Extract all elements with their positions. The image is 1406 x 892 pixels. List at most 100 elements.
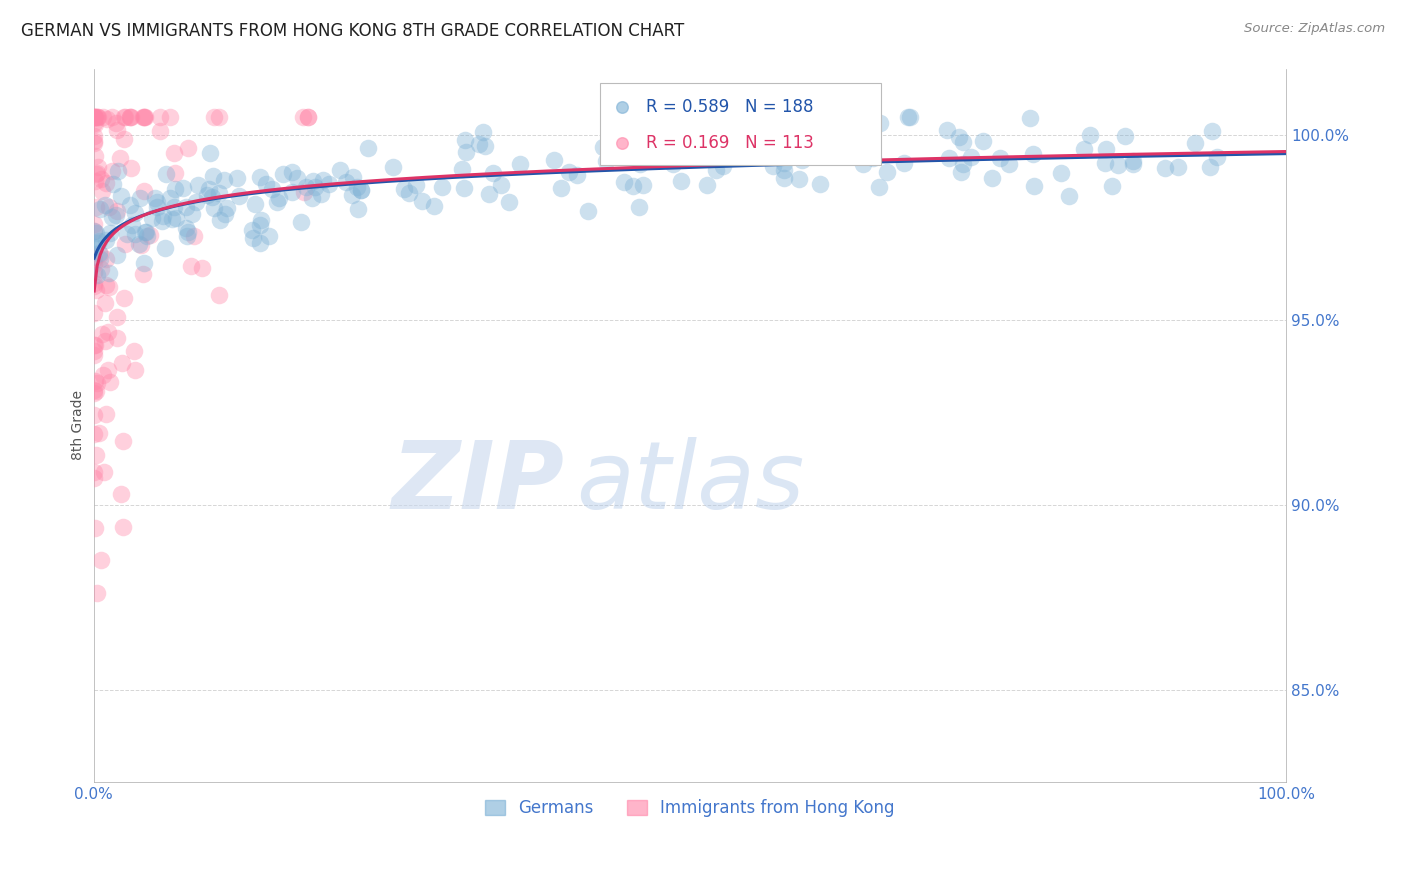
Point <box>988 151 1011 165</box>
Point <box>304 180 326 194</box>
Point <box>89 235 111 249</box>
Point <box>291 110 314 124</box>
Point <box>94 198 117 212</box>
Point <box>669 173 692 187</box>
Point <box>350 183 373 197</box>
Point <box>621 178 644 193</box>
Point <box>489 178 512 192</box>
Point <box>271 167 294 181</box>
Point <box>134 225 156 239</box>
Point <box>741 136 763 151</box>
Text: ZIP: ZIP <box>392 436 565 529</box>
Point <box>107 331 129 345</box>
Point <box>84 374 107 388</box>
Point <box>94 407 117 421</box>
Point <box>91 368 114 383</box>
Point <box>97 326 120 340</box>
Point <box>118 198 141 212</box>
Point <box>84 110 107 124</box>
Point <box>134 110 156 124</box>
Point <box>633 178 655 192</box>
Point <box>177 225 200 239</box>
Point <box>105 204 128 219</box>
Point <box>468 137 491 152</box>
Point <box>482 167 505 181</box>
Point <box>89 202 111 217</box>
Point <box>349 183 371 197</box>
Point <box>565 168 588 182</box>
Point <box>112 291 135 305</box>
Point <box>301 191 323 205</box>
Point <box>83 264 105 278</box>
Point <box>163 165 186 179</box>
Point <box>240 223 263 237</box>
Point <box>711 159 734 173</box>
Point <box>1107 158 1129 172</box>
Point <box>509 157 531 171</box>
Point <box>114 110 136 124</box>
Point <box>174 200 197 214</box>
Point <box>83 134 105 148</box>
Point <box>139 228 162 243</box>
Point <box>340 188 363 202</box>
Point <box>105 248 128 262</box>
Point <box>124 206 146 220</box>
Point <box>150 213 173 227</box>
Point <box>1114 128 1136 143</box>
Point <box>105 310 128 324</box>
Point <box>172 181 194 195</box>
Point <box>190 260 212 275</box>
Point <box>83 306 105 320</box>
Point <box>187 178 209 192</box>
Point <box>132 110 155 124</box>
Point <box>103 178 125 192</box>
Point <box>165 211 187 226</box>
Point <box>86 284 108 298</box>
Point <box>411 194 433 209</box>
Point <box>136 228 159 243</box>
Point <box>550 180 572 194</box>
Point <box>84 226 107 240</box>
Point <box>267 191 290 205</box>
Point <box>346 180 368 194</box>
Point <box>90 553 112 567</box>
Point <box>87 426 110 441</box>
Point <box>101 163 124 178</box>
Point <box>111 434 134 449</box>
Point <box>104 116 127 130</box>
Point <box>97 362 120 376</box>
Point <box>184 195 207 210</box>
Point <box>83 129 105 144</box>
Point <box>94 176 117 190</box>
Point <box>105 207 128 221</box>
Point <box>93 465 115 479</box>
Point <box>84 448 107 462</box>
Point <box>952 157 974 171</box>
Point <box>160 212 183 227</box>
Point <box>543 153 565 167</box>
Point <box>110 189 132 203</box>
Point <box>1019 111 1042 125</box>
Point <box>297 110 319 124</box>
Point <box>83 240 105 254</box>
Point <box>83 257 105 271</box>
Point <box>398 186 420 200</box>
Point <box>392 182 415 196</box>
Point <box>83 471 105 485</box>
Point <box>174 220 197 235</box>
Point <box>1167 160 1189 174</box>
Point <box>328 163 350 178</box>
Point <box>1201 123 1223 137</box>
Point <box>610 516 633 531</box>
Point <box>342 170 364 185</box>
Point <box>450 161 472 176</box>
Point <box>869 116 891 130</box>
Point <box>114 236 136 251</box>
Point <box>96 112 118 127</box>
Point <box>89 252 111 266</box>
Point <box>208 288 231 302</box>
Point <box>592 140 614 154</box>
Point <box>83 116 105 130</box>
Point <box>201 190 224 204</box>
Point <box>101 210 124 224</box>
